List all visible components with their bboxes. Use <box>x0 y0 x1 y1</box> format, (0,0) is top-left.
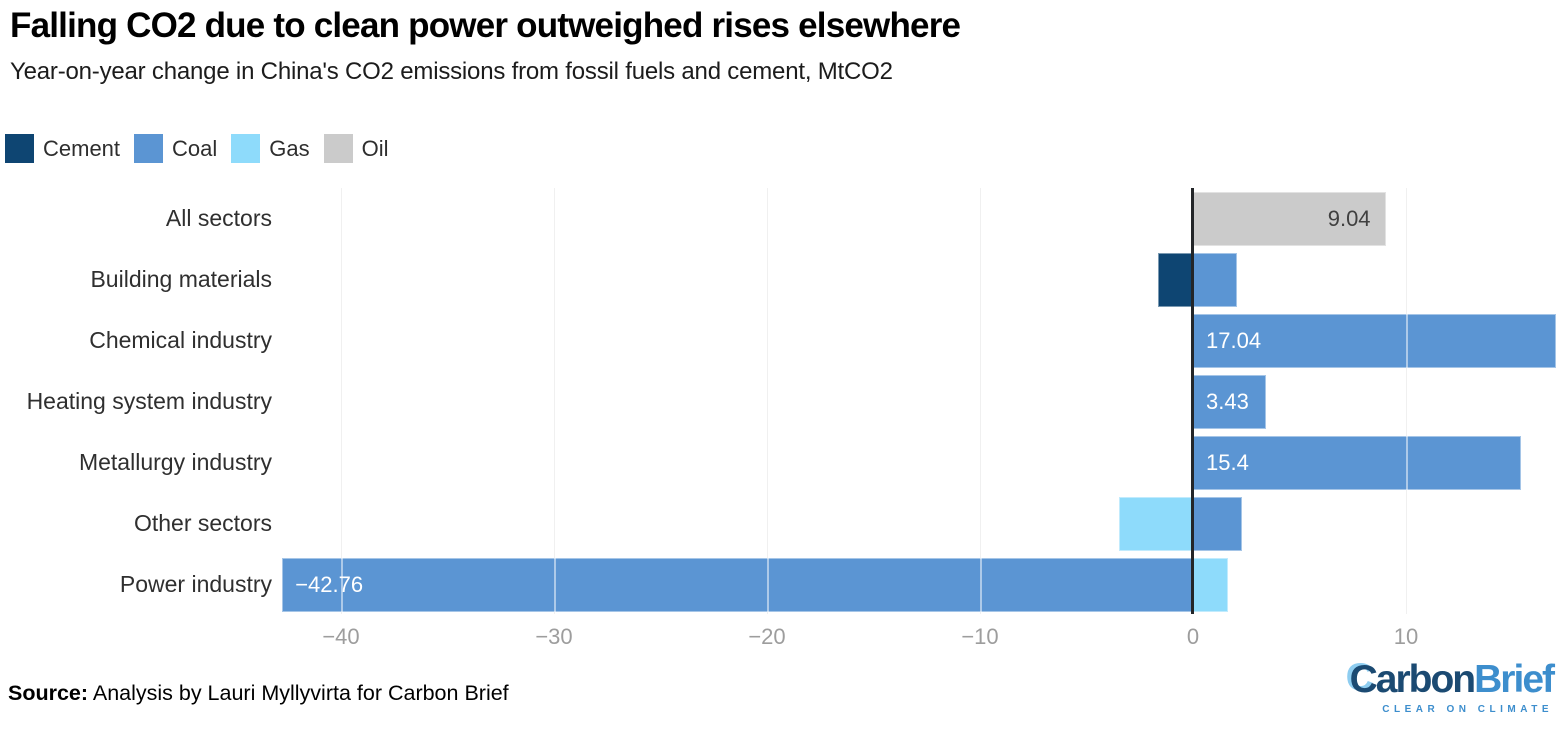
category-label: Chemical industry <box>89 327 272 353</box>
x-axis-tick-labels: −40 −30 −20 −10 0 10 <box>280 624 1558 654</box>
gridline-overlay <box>1405 188 1408 614</box>
x-tick-label: −20 <box>748 624 786 649</box>
category-label: All sectors <box>165 205 272 231</box>
zero-axis-line <box>1191 188 1194 614</box>
bar-coal-row1 <box>1193 253 1238 307</box>
legend-label: Oil <box>361 135 389 161</box>
legend: Cement Coal Gas Oil <box>5 134 403 163</box>
logo-carbon-text: Carbon <box>1349 658 1477 701</box>
category-axis: All sectors Building materials Chemical in… <box>0 188 272 614</box>
x-tick-label: 0 <box>1186 624 1200 649</box>
legend-label: Cement <box>43 135 121 161</box>
x-tick-label: −40 <box>322 624 360 649</box>
bar-coal-row4: 15.4 <box>1193 436 1522 490</box>
bar-value-label: 17.04 <box>1206 328 1262 353</box>
logo-wordmark: CarbonBrief <box>1349 658 1555 701</box>
bar-coal-row5 <box>1193 497 1243 551</box>
bar-value-label: −42.76 <box>295 572 364 597</box>
bar-value-label: 9.04 <box>1327 206 1371 231</box>
carbonbrief-logo: CarbonBrief CLEAR ON CLIMATE <box>1349 658 1555 715</box>
gridline-overlay <box>766 188 769 614</box>
legend-item-oil: Oil <box>323 134 389 163</box>
logo-brief-text: Brief <box>1474 658 1555 701</box>
category-label: Heating system industry <box>26 388 272 414</box>
bar-coal-row3: 3.43 <box>1193 375 1267 429</box>
bar-value-label: 15.4 <box>1206 450 1249 475</box>
plot-area: 9.04 17.04 3.43 15.4 −42.76 <box>280 188 1558 614</box>
bar-cement-row1 <box>1157 253 1193 307</box>
chart-title: Falling CO2 due to clean power outweighe… <box>10 6 961 45</box>
source-prefix: Source: <box>8 681 89 705</box>
category-label: Metallurgy industry <box>78 449 272 475</box>
legend-swatch-gas <box>231 134 261 163</box>
bar-gas-row6 <box>1193 558 1229 612</box>
category-label: Building materials <box>90 266 272 292</box>
legend-item-coal: Coal <box>134 134 217 163</box>
x-tick-label: −30 <box>535 624 573 649</box>
legend-label: Gas <box>269 135 310 161</box>
legend-label: Coal <box>172 135 218 161</box>
legend-swatch-cement <box>5 134 34 163</box>
bar-coal-row6: −42.76 <box>282 558 1193 612</box>
chart-subtitle: Year-on-year change in China's CO2 emiss… <box>10 58 893 85</box>
gridline-overlay <box>553 188 556 614</box>
legend-swatch-oil <box>323 134 353 163</box>
legend-swatch-coal <box>134 134 164 163</box>
legend-item-gas: Gas <box>231 134 310 163</box>
source-note: Source: Analysis by Lauri Myllyvirta for… <box>8 681 509 706</box>
x-tick-label: 10 <box>1393 624 1419 649</box>
gridline-overlay <box>340 188 343 614</box>
bar-coal-row2: 17.04 <box>1193 314 1556 368</box>
gridline-overlay <box>979 188 982 614</box>
bar-oil-row0: 9.04 <box>1193 192 1386 246</box>
x-tick-label: −10 <box>961 624 999 649</box>
bar-value-label: 3.43 <box>1206 389 1249 414</box>
category-label: Power industry <box>119 571 272 597</box>
bar-gas-row5 <box>1118 497 1193 551</box>
logo-tagline: CLEAR ON CLIMATE <box>1382 704 1553 715</box>
source-text: Analysis by Lauri Myllyvirta for Carbon … <box>88 681 509 705</box>
category-label: Other sectors <box>133 510 272 536</box>
legend-item-cement: Cement <box>5 134 120 163</box>
